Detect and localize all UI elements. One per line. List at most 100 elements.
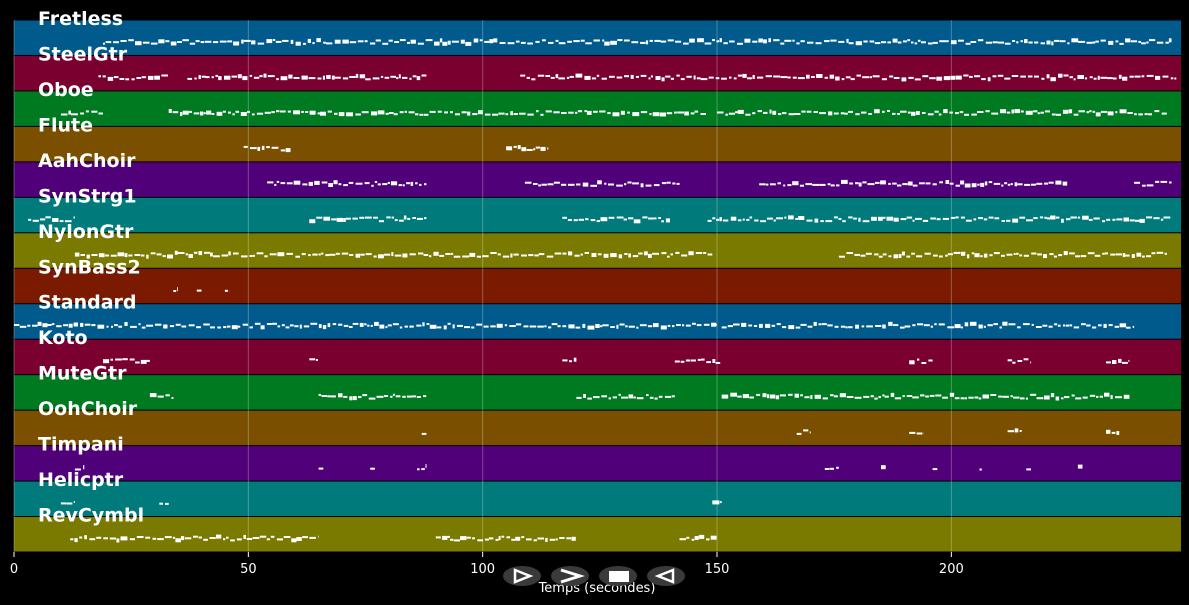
note	[66, 502, 73, 505]
note	[575, 111, 578, 114]
note	[959, 111, 964, 114]
note	[1151, 252, 1156, 255]
track-band-5	[14, 197, 1181, 233]
note	[1129, 219, 1135, 222]
note	[450, 252, 454, 255]
grid-layer	[13, 20, 952, 552]
note	[698, 534, 705, 539]
note	[198, 75, 201, 80]
note	[1119, 109, 1127, 114]
note	[461, 111, 467, 114]
note	[661, 77, 665, 82]
note	[264, 111, 271, 114]
note	[776, 217, 783, 220]
track-notes-12	[74, 464, 1083, 471]
note	[343, 395, 348, 398]
note	[708, 76, 714, 79]
note	[977, 183, 980, 186]
note	[1119, 42, 1124, 45]
note	[105, 254, 109, 257]
note	[1100, 110, 1108, 113]
note	[762, 393, 767, 398]
note	[392, 393, 395, 396]
note	[460, 39, 465, 44]
note	[1106, 429, 1111, 434]
note	[1144, 113, 1148, 116]
note	[803, 429, 809, 432]
track-band-8	[14, 304, 1181, 339]
note	[686, 536, 690, 539]
note	[829, 467, 834, 470]
note	[788, 113, 795, 116]
note	[1155, 75, 1161, 80]
note	[902, 395, 905, 398]
note	[900, 110, 907, 113]
note	[320, 111, 326, 116]
note	[206, 110, 212, 115]
rewind-button[interactable]	[647, 566, 685, 586]
fast-forward-button[interactable]	[551, 566, 589, 586]
note	[840, 325, 846, 328]
note	[1086, 41, 1093, 44]
x-axis: 0 50 100 150 200	[10, 552, 964, 577]
note	[882, 253, 887, 256]
note	[930, 325, 933, 328]
note	[111, 325, 113, 328]
note	[203, 112, 206, 115]
note	[119, 78, 125, 80]
note	[423, 395, 427, 398]
note	[1061, 397, 1064, 400]
note	[1043, 254, 1047, 259]
note	[1001, 254, 1005, 257]
note	[938, 255, 943, 258]
note	[692, 322, 696, 325]
note	[819, 183, 826, 186]
note	[951, 40, 957, 45]
note	[424, 217, 427, 220]
note	[336, 217, 344, 222]
note	[848, 216, 853, 219]
note	[1168, 38, 1172, 43]
note	[680, 360, 685, 363]
note	[211, 76, 214, 79]
note	[453, 255, 461, 258]
note	[172, 536, 176, 539]
note	[943, 109, 948, 114]
note	[936, 218, 941, 221]
note	[730, 392, 737, 397]
note	[979, 468, 982, 471]
note	[685, 359, 691, 362]
note	[576, 396, 582, 399]
note	[806, 110, 812, 113]
note	[812, 183, 820, 186]
note	[854, 253, 860, 256]
note	[537, 74, 545, 77]
note	[140, 359, 147, 364]
note	[103, 537, 108, 540]
note	[465, 41, 472, 46]
note	[331, 75, 335, 80]
note	[521, 536, 525, 539]
note	[1110, 253, 1116, 256]
note	[848, 42, 854, 45]
track-notes-2	[60, 109, 1167, 117]
note	[834, 325, 839, 328]
note	[806, 219, 813, 222]
note	[889, 75, 894, 78]
note	[1156, 251, 1164, 254]
note	[242, 323, 249, 326]
note	[412, 395, 417, 398]
stop-button[interactable]	[599, 566, 637, 586]
note	[661, 182, 667, 185]
note	[373, 216, 378, 219]
note	[469, 252, 476, 257]
note	[203, 538, 208, 541]
note	[403, 215, 407, 220]
note	[949, 111, 953, 114]
note	[675, 251, 680, 254]
play-button[interactable]	[503, 566, 541, 586]
note	[1078, 40, 1086, 43]
note	[691, 538, 695, 541]
track-notes-14	[70, 534, 717, 543]
note	[576, 183, 581, 186]
